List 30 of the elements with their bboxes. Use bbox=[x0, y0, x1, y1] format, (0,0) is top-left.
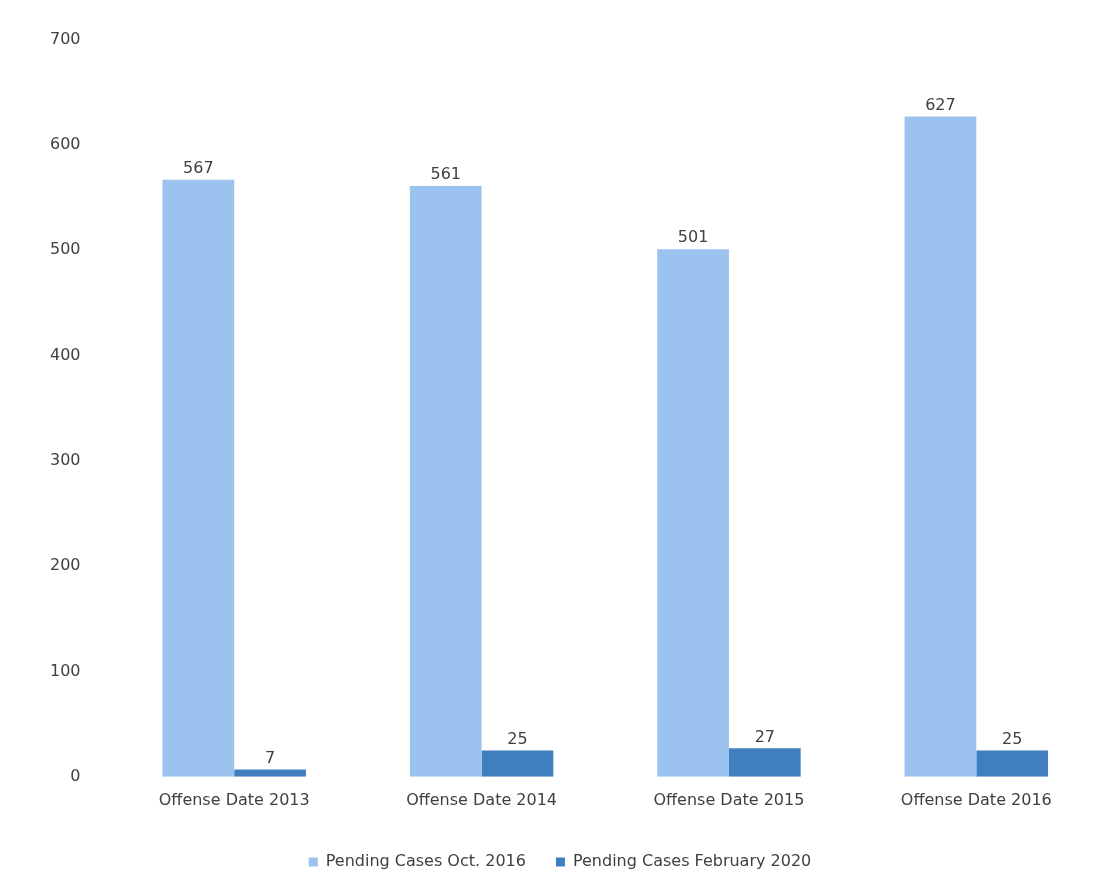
y-tick-label: 600 bbox=[49, 134, 81, 154]
y-tick-label: 100 bbox=[49, 660, 81, 680]
y-tick-label: 0 bbox=[70, 765, 81, 785]
x-tick-label: Offense Date 2016 bbox=[900, 789, 1052, 809]
x-tick-label: Offense Date 2013 bbox=[158, 789, 310, 809]
legend-label: Pending Cases Oct. 2016 bbox=[325, 851, 526, 871]
data-label: 25 bbox=[1002, 728, 1023, 748]
data-label: 27 bbox=[754, 726, 775, 746]
x-tick-label: Offense Date 2015 bbox=[653, 789, 805, 809]
y-tick-label: 300 bbox=[49, 450, 81, 470]
bar bbox=[728, 748, 801, 777]
bar bbox=[162, 179, 235, 777]
y-tick-label: 700 bbox=[49, 28, 81, 48]
data-label: 627 bbox=[925, 94, 956, 114]
legend-label: Pending Cases February 2020 bbox=[572, 851, 812, 871]
bar bbox=[904, 116, 977, 777]
y-tick-label: 500 bbox=[49, 239, 81, 259]
y-tick-label: 200 bbox=[49, 555, 81, 575]
data-label: 567 bbox=[183, 157, 214, 177]
data-label: 501 bbox=[677, 227, 709, 247]
bar bbox=[481, 750, 554, 777]
data-label: 561 bbox=[430, 164, 461, 184]
bar bbox=[657, 249, 729, 777]
data-label: 7 bbox=[265, 747, 276, 767]
bar bbox=[234, 769, 306, 777]
y-tick-label: 400 bbox=[49, 344, 81, 364]
data-label: 25 bbox=[507, 728, 528, 748]
bar bbox=[409, 185, 482, 777]
bar bbox=[976, 750, 1049, 777]
x-tick-label: Offense Date 2014 bbox=[406, 789, 558, 809]
